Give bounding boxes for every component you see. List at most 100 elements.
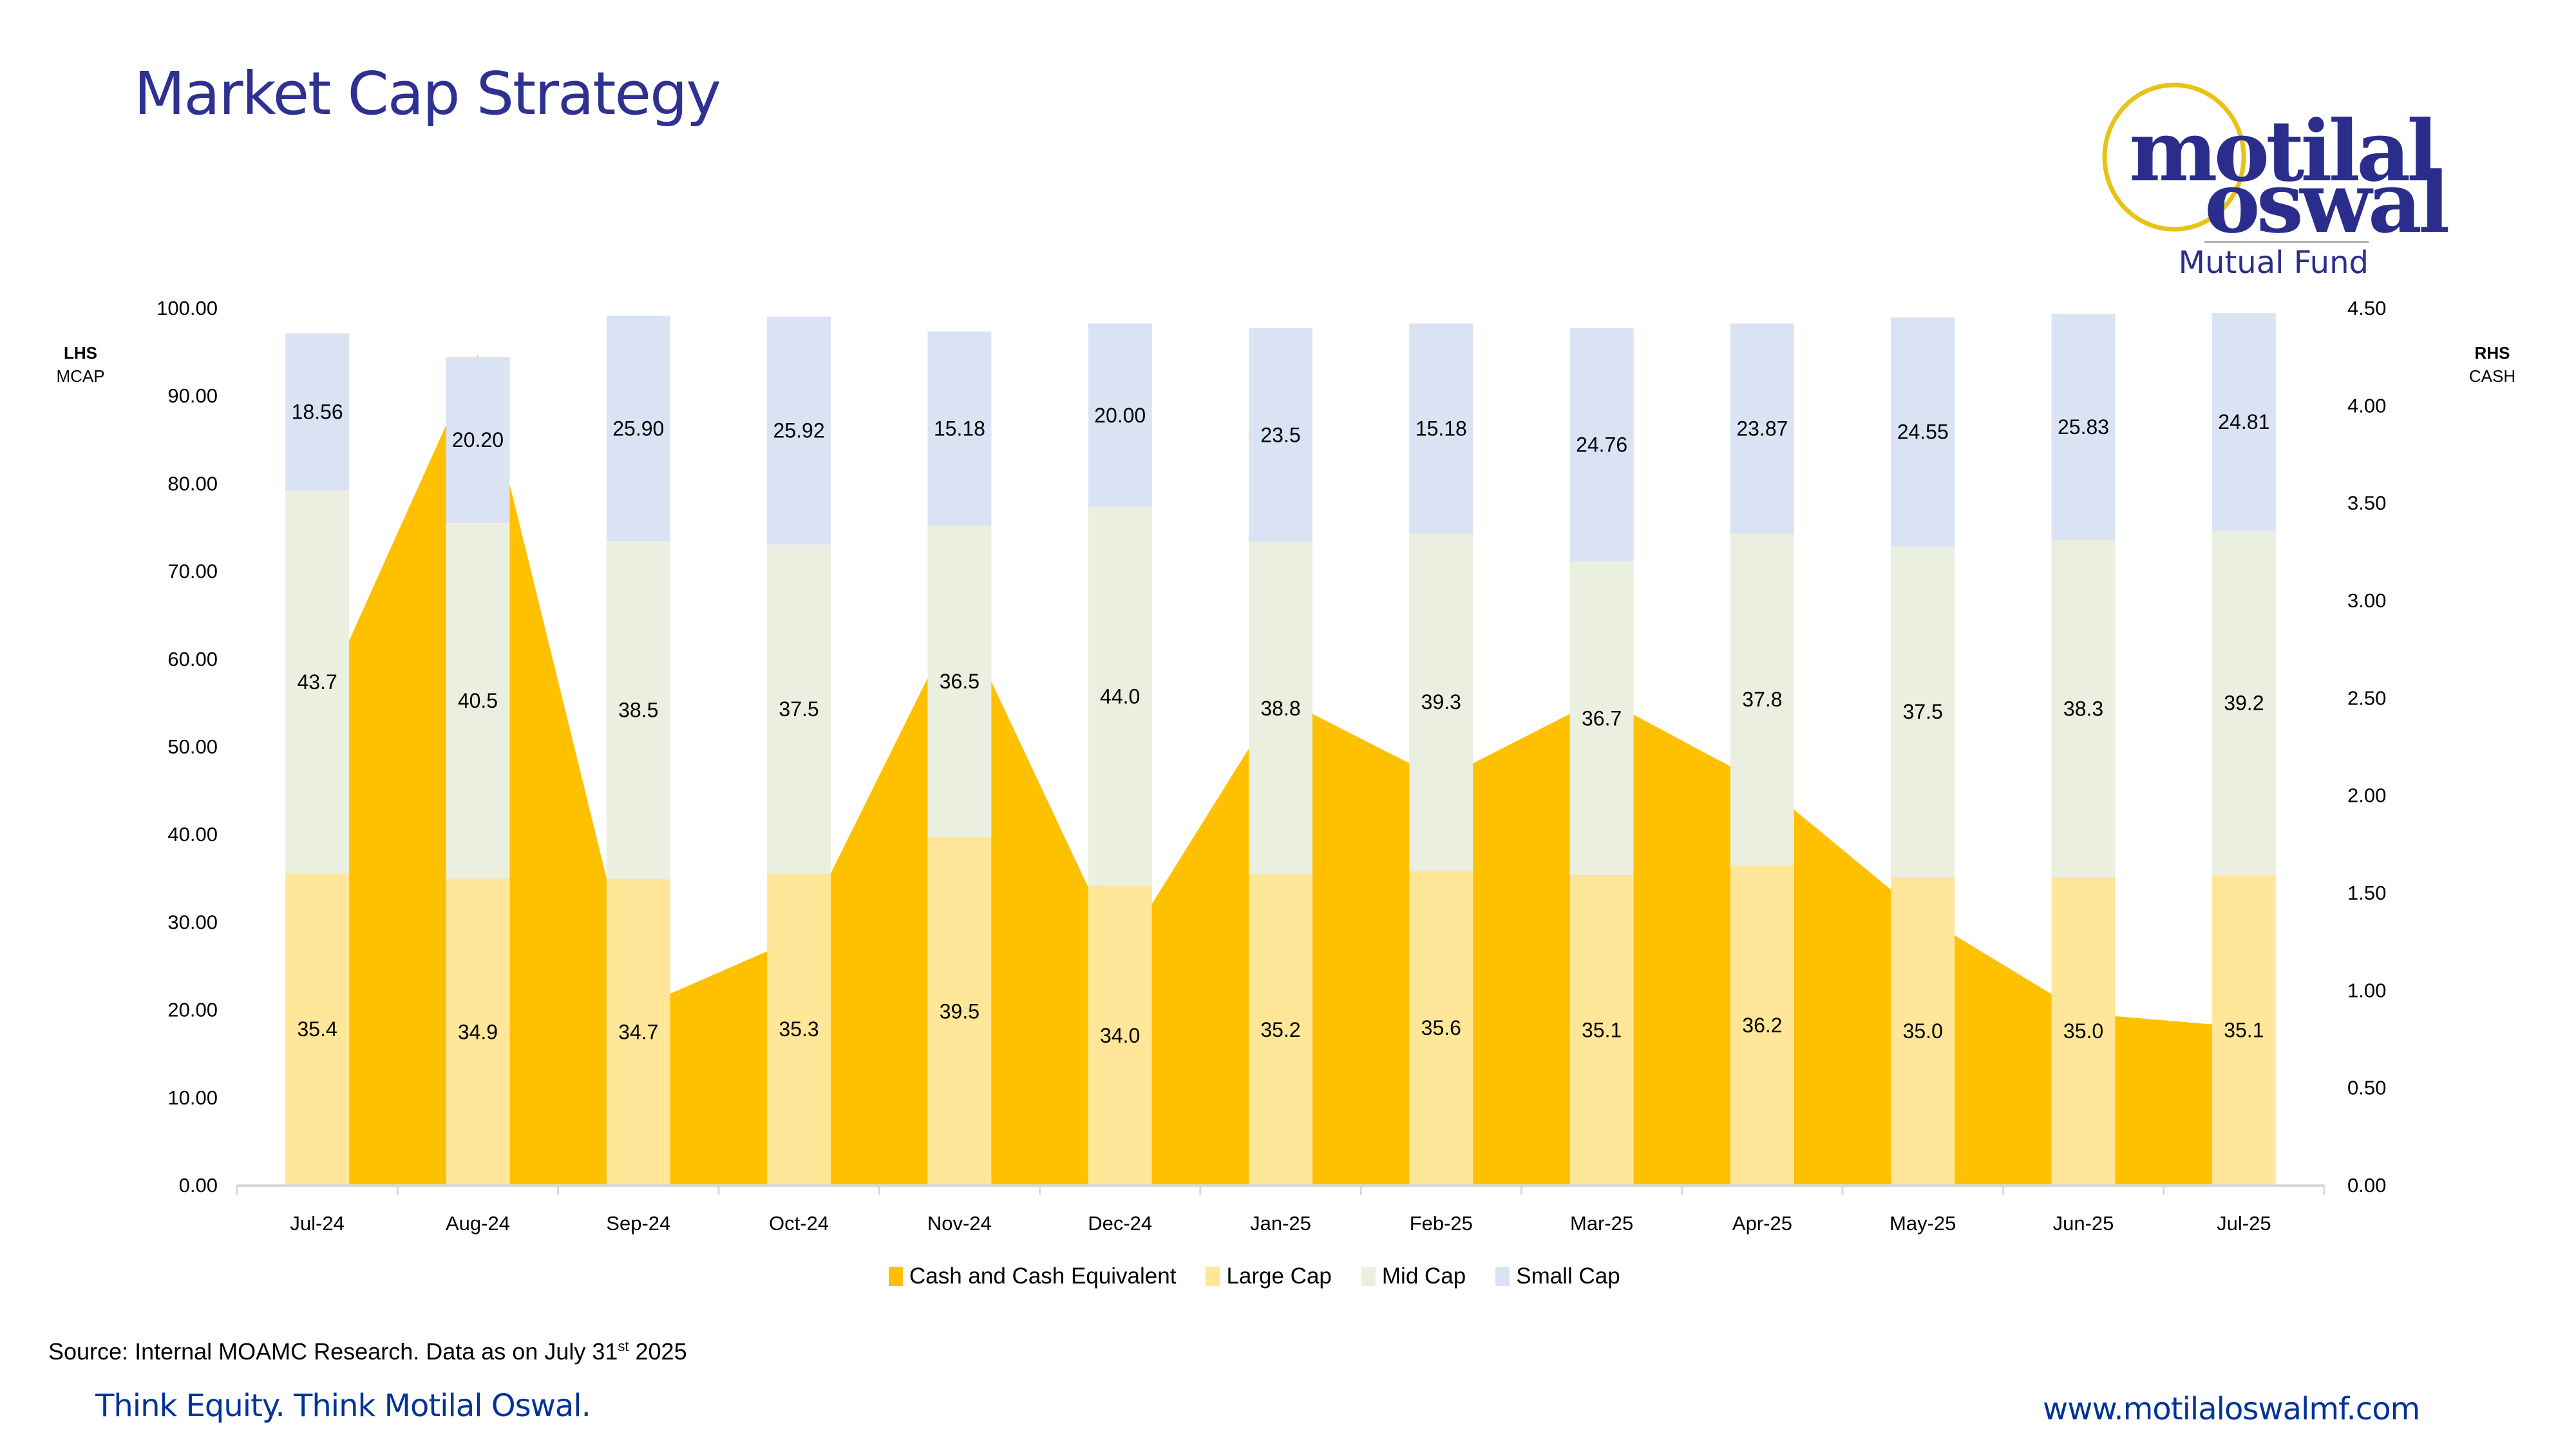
data-label-mid-cap: 44.0: [1100, 685, 1140, 708]
data-label-mid-cap: 43.7: [298, 670, 337, 694]
bar-segment-small-cap: [2051, 314, 2116, 540]
data-label-large-cap: 35.3: [779, 1018, 819, 1041]
right-y-tick-label: 1.00: [2347, 979, 2386, 1001]
bar-segment-small-cap: [285, 333, 350, 491]
right-y-tick-label: 2.50: [2347, 687, 2386, 709]
bar-segment-mid-cap: [285, 490, 350, 874]
logo-line1: motilal: [2129, 102, 2437, 200]
data-label-large-cap: 34.9: [458, 1020, 498, 1043]
bar-layer: [285, 313, 2276, 1185]
bar-segment-large-cap: [606, 878, 670, 1185]
bar-segment-small-cap: [1088, 323, 1152, 507]
legend-label-small-cap: Small Cap: [1516, 1264, 1620, 1289]
bar-segment-small-cap: [606, 316, 670, 542]
data-label-small-cap: 15.18: [1416, 417, 1467, 440]
bar-segment-large-cap: [767, 873, 831, 1185]
tagline: Think Equity. Think Motilal Oswal.: [95, 1388, 591, 1424]
bar-segment-small-cap: [1730, 323, 1794, 534]
logo-subtitle: Mutual Fund: [2179, 245, 2369, 281]
data-label-large-cap: 36.2: [1742, 1014, 1782, 1037]
axis-layer: Jul-24 Aug-24 Sep-24 Oct-24 Nov-24 Dec-24 Jan-…: [156, 297, 2386, 1235]
data-label-mid-cap: 36.5: [940, 670, 980, 693]
legend-swatch-cash: [889, 1267, 903, 1286]
bar-segment-large-cap: [285, 873, 350, 1185]
legend-label-cash: Cash and Cash Equivalent: [909, 1264, 1177, 1289]
data-label-mid-cap: 36.7: [1582, 706, 1622, 730]
x-tick-label: Jul-25: [2217, 1212, 2271, 1235]
data-label-mid-cap: 38.8: [1260, 697, 1300, 720]
x-tick-label: Jan-25: [1250, 1212, 1311, 1235]
data-label-small-cap: 20.00: [1094, 404, 1146, 427]
right-axis-title-bold: RHS: [2474, 343, 2510, 363]
data-label-small-cap: 18.56: [292, 400, 343, 423]
right-y-tick-label: 2.00: [2347, 784, 2386, 807]
right-axis-title: RHS CASH: [2460, 341, 2524, 388]
data-label-large-cap: 39.5: [940, 999, 980, 1023]
bar-segment-large-cap: [1409, 871, 1473, 1185]
left-y-tick-label: 80.00: [167, 472, 218, 495]
bar-segment-small-cap: [927, 331, 992, 526]
bar-segment-large-cap: [446, 878, 510, 1185]
left-y-tick-label: 50.00: [167, 735, 218, 758]
source-note: Source: Internal MOAMC Research. Data as…: [48, 1338, 687, 1365]
left-y-tick-label: 30.00: [167, 911, 218, 933]
left-y-tick-label: 60.00: [167, 648, 218, 670]
legend-swatch-large-cap: [1206, 1267, 1220, 1286]
bar-segment-mid-cap: [927, 525, 992, 838]
data-label-large-cap: 35.4: [298, 1018, 337, 1041]
x-tick-label: May-25: [1889, 1212, 1956, 1235]
bar-segment-mid-cap: [1569, 561, 1634, 876]
data-label-small-cap: 15.18: [934, 417, 985, 440]
right-axis-subtitle: CASH: [2468, 366, 2516, 386]
right-y-tick-label: 3.50: [2347, 492, 2386, 515]
x-tick-label: Nov-24: [927, 1212, 992, 1235]
bar-segment-small-cap: [1569, 328, 1634, 562]
legend-item-mid-cap: Mid Cap: [1361, 1264, 1466, 1289]
data-label-large-cap: 35.1: [2224, 1019, 2264, 1042]
data-label-mid-cap: 37.5: [1903, 700, 1943, 723]
data-label-large-cap: 35.0: [2063, 1019, 2103, 1043]
bar-segment-large-cap: [1088, 886, 1152, 1185]
left-axis-subtitle: MCAP: [56, 366, 105, 386]
page-title: Market Cap Strategy: [134, 59, 721, 128]
data-label-large-cap: 35.0: [1903, 1019, 1943, 1043]
left-y-tick-label: 0.00: [179, 1174, 218, 1197]
bar-segment-small-cap: [1891, 317, 1955, 547]
data-label-small-cap: 23.5: [1260, 423, 1300, 446]
data-label-small-cap: 25.92: [773, 419, 825, 442]
data-label-small-cap: 25.90: [612, 417, 664, 440]
left-axis-title: LHS MCAP: [52, 341, 109, 388]
data-label-small-cap: 20.20: [452, 428, 504, 451]
bar-segment-large-cap: [1569, 875, 1634, 1185]
data-label-small-cap: 24.81: [2218, 410, 2269, 433]
left-y-tick-label: 90.00: [167, 384, 218, 407]
x-tick-label: Dec-24: [1088, 1212, 1152, 1235]
x-tick-label: Aug-24: [446, 1212, 510, 1235]
bar-segment-mid-cap: [1249, 542, 1312, 875]
data-label-mid-cap: 39.3: [1421, 690, 1461, 714]
data-label-mid-cap: 38.5: [618, 698, 658, 721]
website-link[interactable]: www.motilaloswalmf.com: [2043, 1391, 2420, 1427]
data-label-large-cap: 35.1: [1582, 1019, 1622, 1042]
bar-segment-mid-cap: [767, 544, 831, 874]
right-y-tick-label: 0.50: [2347, 1077, 2386, 1099]
data-label-layer: 35.4 43.7 18.56 34.9 40.5 20.20 34.7 38.5 25.90 3…: [292, 400, 2270, 1046]
data-label-small-cap: 25.83: [2058, 415, 2109, 439]
bar-segment-large-cap: [1891, 876, 1955, 1185]
data-label-large-cap: 35.6: [1421, 1016, 1461, 1039]
right-y-tick-label: 3.00: [2347, 589, 2386, 612]
x-tick-label: Feb-25: [1410, 1212, 1473, 1235]
bar-segment-small-cap: [767, 316, 831, 545]
logo-ring-icon: [2102, 82, 2246, 232]
right-y-tick-label: 4.50: [2347, 297, 2386, 319]
x-tick-label: Oct-24: [769, 1212, 829, 1235]
left-y-tick-label: 100.00: [156, 297, 218, 319]
data-label-mid-cap: 37.5: [779, 697, 819, 721]
bar-segment-large-cap: [927, 837, 992, 1185]
data-label-mid-cap: 38.3: [2063, 697, 2103, 720]
bar-segment-small-cap: [1409, 323, 1473, 534]
bar-segment-mid-cap: [446, 522, 510, 879]
logo-divider: [2204, 241, 2369, 243]
bar-segment-large-cap: [1249, 874, 1312, 1185]
